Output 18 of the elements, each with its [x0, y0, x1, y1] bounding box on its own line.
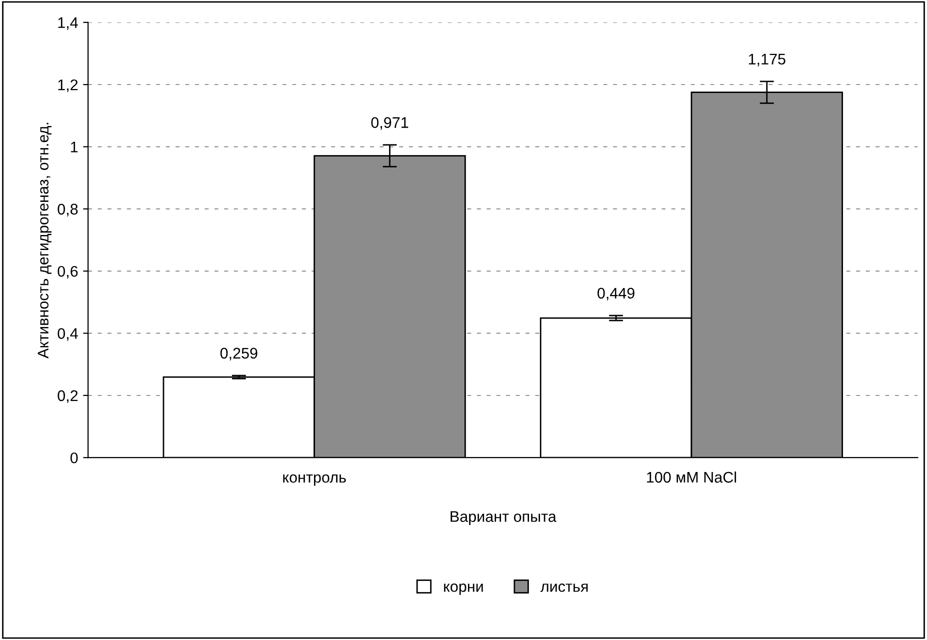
data-label: 0,971 [371, 117, 408, 130]
x-tick-label: контроль [283, 474, 346, 486]
y-tick-label: 1,2 [58, 79, 78, 92]
data-label: 0,259 [220, 348, 258, 360]
data-label: 1,175 [748, 54, 786, 66]
y-tick-label: 0,2 [58, 390, 78, 403]
y-tick-label: 0,4 [58, 328, 78, 341]
legend-label: корни [444, 584, 483, 595]
y-axis-title: Активность дегидрогеназ, отн.ед. [38, 122, 52, 358]
y-tick-label: 0 [70, 452, 78, 464]
x-tick-label: 100 мМ NaCl [647, 471, 736, 483]
x-axis-title: Вариант опыта [450, 511, 556, 525]
y-tick-label: 1,4 [58, 17, 78, 30]
y-tick-label: 0,6 [58, 266, 78, 279]
legend-label: листья [540, 584, 588, 592]
y-tick-label: 1 [71, 142, 78, 152]
y-tick-label: 0,8 [58, 204, 78, 216]
data-label: 0,449 [598, 288, 634, 300]
